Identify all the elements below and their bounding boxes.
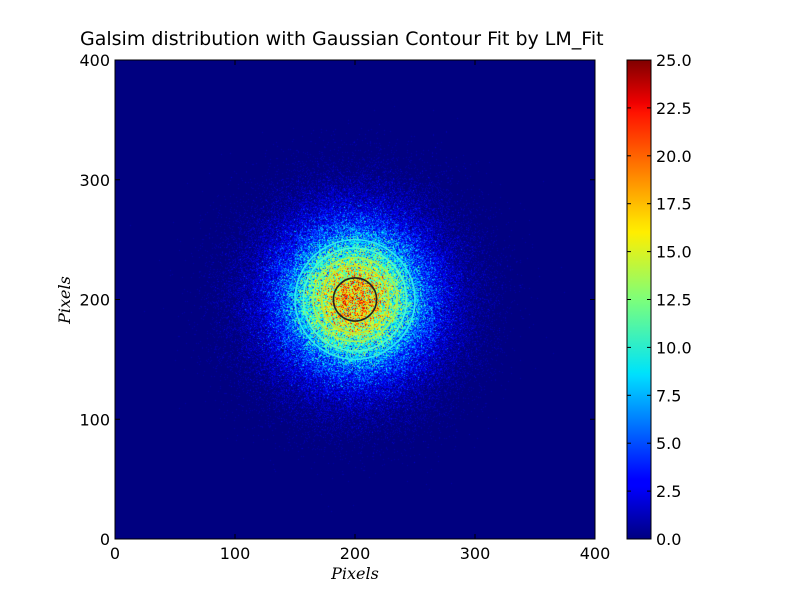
x-tick-label: 300	[460, 544, 491, 563]
colorbar-tick-label: 0.0	[656, 530, 681, 549]
contour-ring-3	[302, 247, 408, 352]
x-tick-label: 100	[220, 544, 251, 563]
colorbar-tick-label: 15.0	[656, 243, 692, 262]
y-tick-label: 400	[79, 51, 110, 70]
colorbar-ticks: 0.0 2.5 5.0 7.5 10.0 12.5 15.0 17.5 20.0 22.5 25.0	[627, 51, 692, 549]
y-tick-label: 200	[79, 291, 110, 310]
colorbar-tick-label: 25.0	[656, 51, 692, 70]
y-axis-ticks: 0 100 200 300 400	[79, 51, 595, 549]
contour-ring-1	[320, 265, 390, 334]
x-tick-label: 200	[340, 544, 371, 563]
colorbar-tick-label: 20.0	[656, 147, 692, 166]
contour-ring-4	[294, 238, 416, 361]
colorbar-tick-label: 2.5	[656, 482, 681, 501]
x-axis-label: Pixels	[330, 564, 379, 583]
colorbar: 0.0 2.5 5.0 7.5 10.0 12.5 15.0 17.5 20.0 22.5 25.0	[626, 51, 692, 549]
chart-title: Galsim distribution with Gaussian Contou…	[80, 28, 604, 50]
contour-ring-2	[312, 256, 398, 343]
y-tick-label: 300	[79, 171, 110, 190]
colorbar-tick-label: 10.0	[656, 338, 692, 357]
plot-area	[114, 59, 596, 540]
colorbar-tick-label: 17.5	[656, 195, 692, 214]
y-axis-label: Pixels	[55, 276, 74, 325]
y-tick-label: 100	[79, 410, 110, 429]
colorbar-tick-label: 22.5	[656, 99, 692, 118]
x-tick-label: 400	[580, 544, 611, 563]
colorbar-tick-label: 12.5	[656, 291, 692, 310]
colorbar-tick-label: 5.0	[656, 434, 681, 453]
colorbar-tick-label: 7.5	[656, 386, 681, 405]
y-tick-label: 0	[100, 530, 110, 549]
contour-ring-0	[332, 277, 378, 322]
x-axis-ticks: 0 100 200 300 400	[110, 60, 610, 563]
x-tick-label: 0	[110, 544, 120, 563]
contour-lines	[294, 238, 416, 361]
